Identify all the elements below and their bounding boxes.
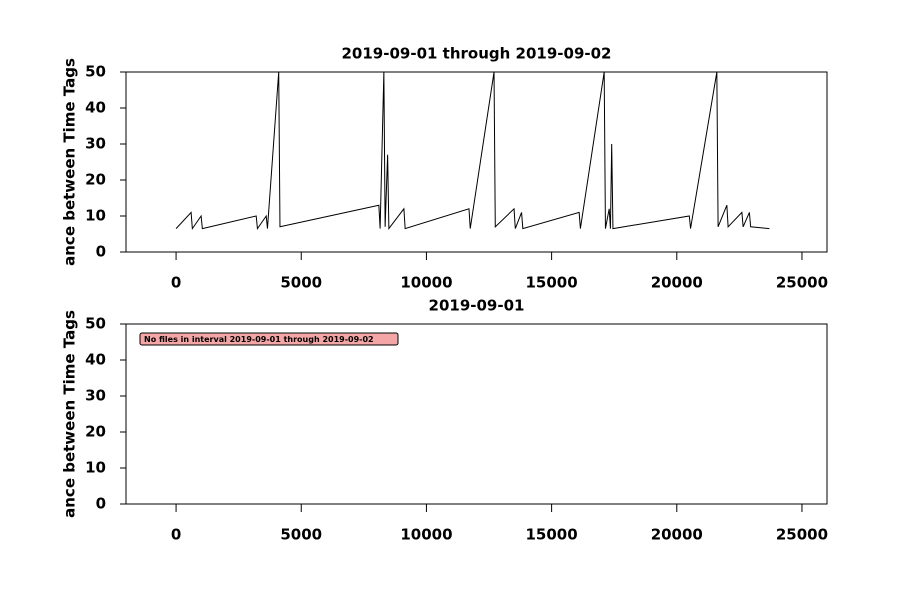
annotation: No files in interval 2019-09-01 through … bbox=[144, 335, 374, 344]
annotation-box bbox=[139, 332, 399, 346]
y-tick-label: 20 bbox=[85, 171, 106, 189]
x-tick-label: 25000 bbox=[776, 526, 828, 544]
x-tick-label: 5000 bbox=[280, 274, 322, 292]
y-tick-label: 10 bbox=[85, 459, 106, 477]
plot-frame bbox=[125, 323, 828, 505]
x-tick-label: 0 bbox=[171, 274, 181, 292]
plot-frame bbox=[125, 71, 828, 253]
x-tick-label: 25000 bbox=[776, 274, 828, 292]
chart-title: 2019-09-01 bbox=[429, 297, 525, 315]
data-line bbox=[175, 72, 770, 231]
x-tick-label: 10000 bbox=[400, 274, 452, 292]
y-tick-label: 10 bbox=[85, 207, 106, 225]
x-tick-label: 0 bbox=[171, 526, 181, 544]
y-tick-label: 30 bbox=[85, 135, 106, 153]
y-tick-label: 0 bbox=[96, 243, 106, 261]
y-tick-label: 0 bbox=[96, 495, 106, 513]
y-tick-label: 50 bbox=[85, 63, 106, 81]
y-tick-label: 20 bbox=[85, 423, 106, 441]
x-tick-label: 20000 bbox=[651, 274, 703, 292]
x-tick-label: 15000 bbox=[526, 526, 578, 544]
y-axis-label: ance between Time Tags bbox=[61, 310, 79, 518]
y-tick-label: 40 bbox=[85, 99, 106, 117]
x-tick-label: 5000 bbox=[280, 526, 322, 544]
x-tick-label: 15000 bbox=[526, 274, 578, 292]
y-tick-label: 50 bbox=[85, 315, 106, 333]
x-tick-label: 10000 bbox=[400, 526, 452, 544]
y-tick-label: 30 bbox=[85, 387, 106, 405]
y-axis-label: ance between Time Tags bbox=[61, 58, 79, 266]
chart-title: 2019-09-01 through 2019-09-02 bbox=[342, 45, 612, 63]
x-tick-label: 20000 bbox=[651, 526, 703, 544]
y-tick-label: 40 bbox=[85, 351, 106, 369]
